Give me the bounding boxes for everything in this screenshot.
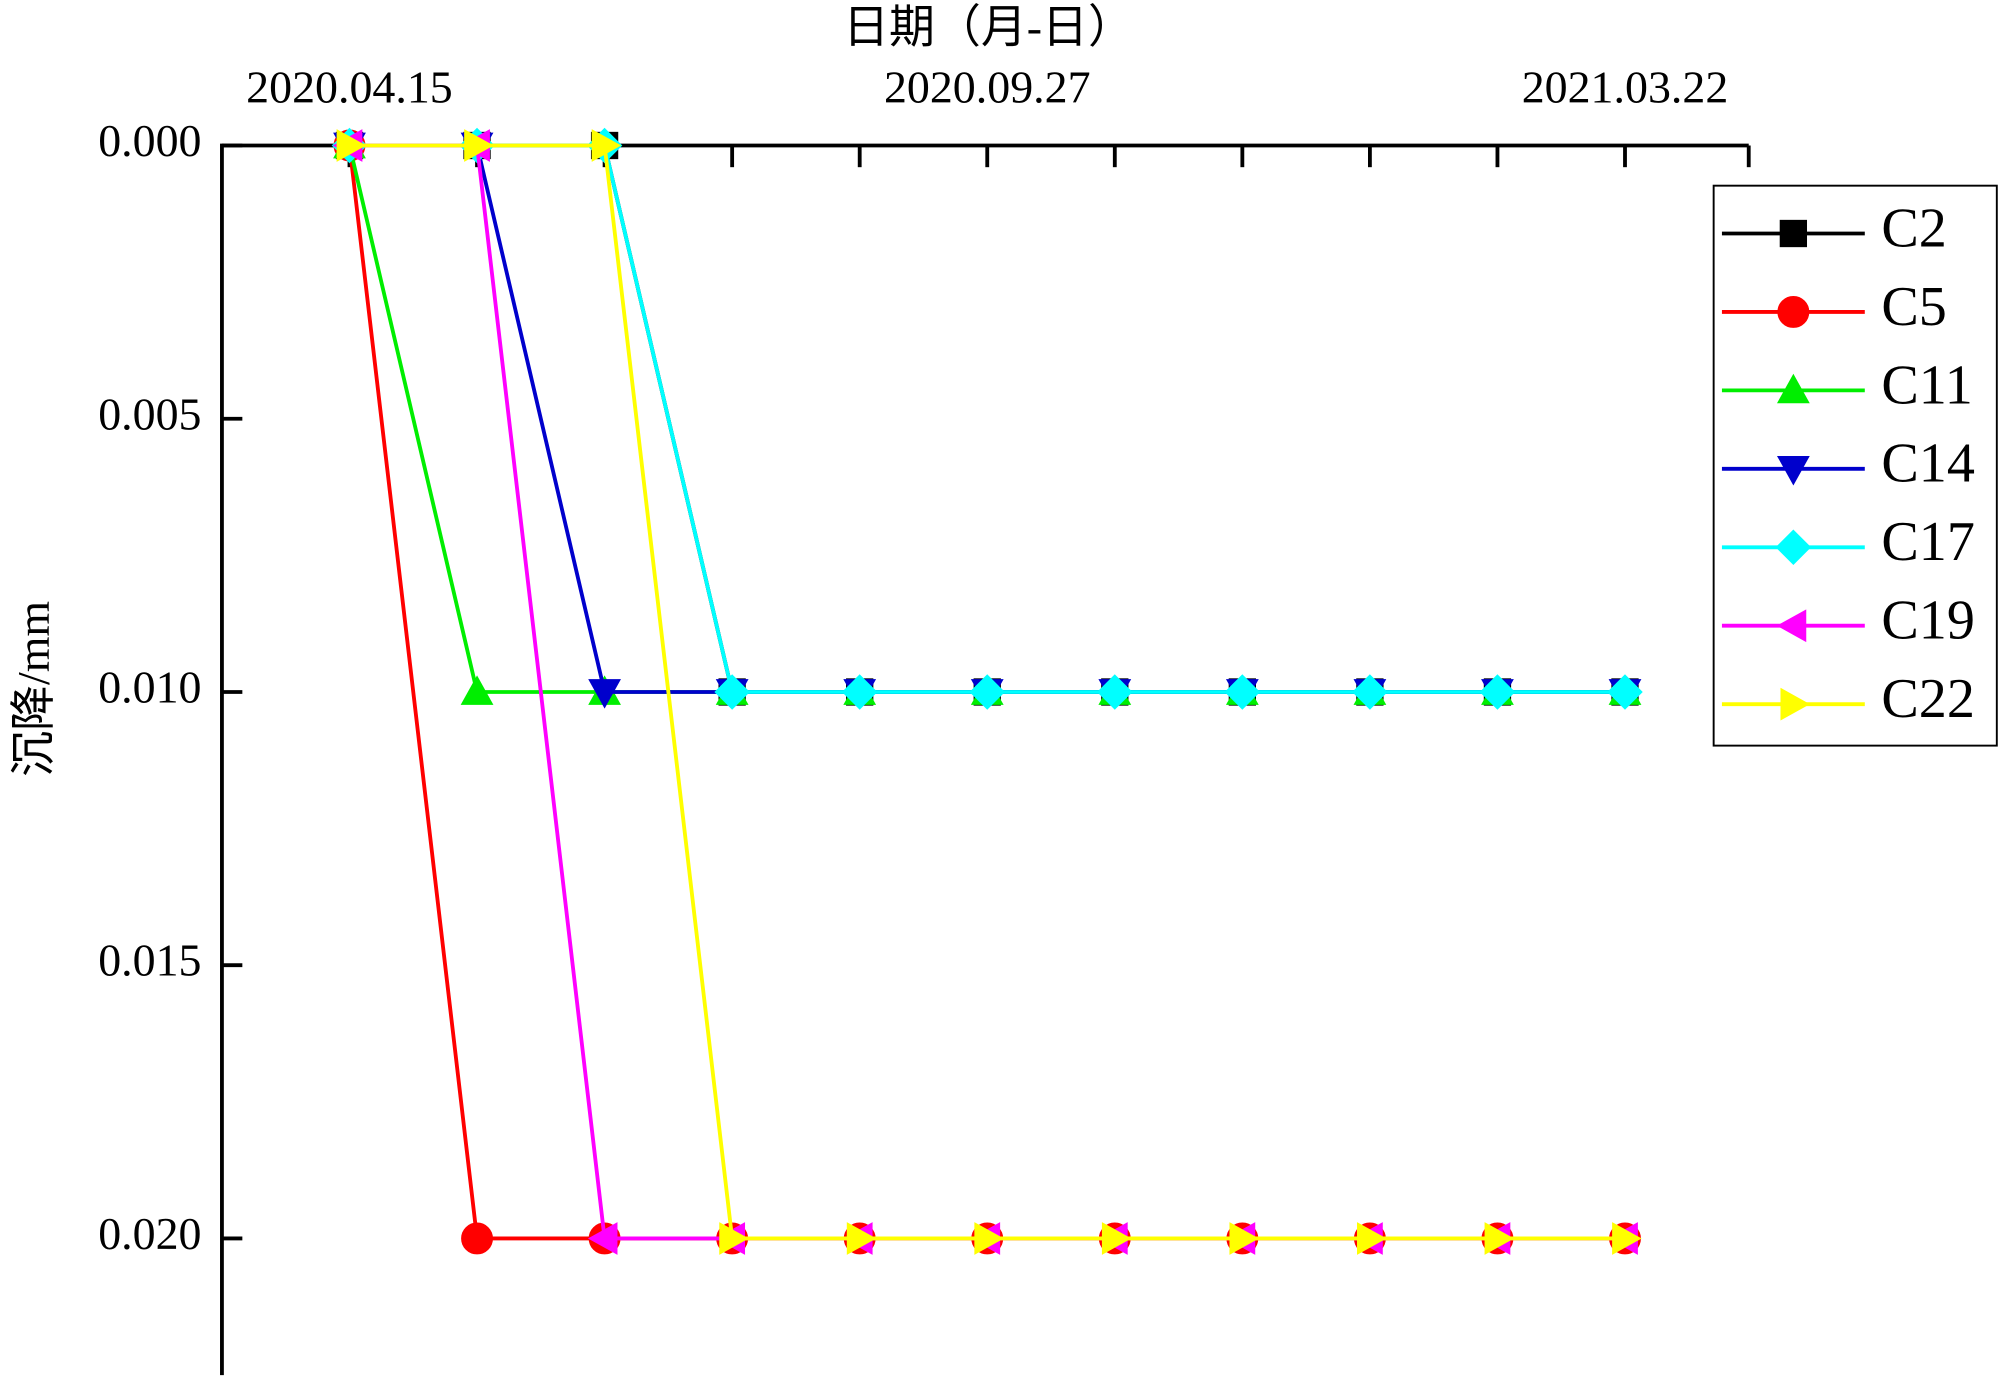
legend-label: C5 (1881, 276, 1946, 338)
legend-label: C19 (1881, 590, 1975, 652)
legend-label: C17 (1881, 511, 1975, 573)
data-point (1607, 674, 1643, 710)
y-tick-label: 0.020 (98, 1208, 201, 1259)
legend-marker (1776, 455, 1810, 486)
legend-box (1712, 184, 1998, 747)
data-point (464, 129, 494, 162)
x-tick-label: 2020.04.15 (246, 61, 453, 112)
legend-marker (1779, 219, 1808, 248)
data-point (1357, 1222, 1387, 1255)
data-point (461, 1222, 493, 1255)
legend-marker (1776, 609, 1807, 643)
data-point (1097, 674, 1133, 710)
data-point (714, 674, 750, 710)
legend-label: C14 (1881, 433, 1975, 495)
data-point (1484, 1222, 1515, 1255)
data-point (841, 674, 878, 710)
data-point (460, 675, 494, 705)
data-point (1229, 1222, 1259, 1255)
data-point (846, 1222, 877, 1255)
legend-label: C2 (1881, 197, 1946, 259)
legend-label: C22 (1881, 668, 1975, 730)
data-point (1479, 674, 1516, 710)
legend-label: C11 (1881, 354, 1972, 416)
data-point (719, 1222, 749, 1255)
legend-marker (1777, 296, 1810, 328)
data-point (1352, 674, 1388, 710)
data-point (969, 674, 1005, 710)
y-tick-label: 0.010 (98, 662, 201, 713)
legend-marker (1780, 687, 1810, 721)
data-point (974, 1222, 1004, 1255)
data-point (587, 1222, 618, 1255)
data-point (1612, 1222, 1642, 1255)
x-tick-label: 2021.03.22 (1522, 61, 1729, 112)
data-point (1101, 1222, 1132, 1255)
y-axis-title: 沉降/mm (8, 601, 59, 777)
x-tick-label: 2020.09.27 (884, 61, 1091, 112)
data-point (591, 129, 622, 162)
series-line (349, 143, 1625, 694)
data-point (588, 679, 621, 709)
legend-marker (1775, 529, 1812, 566)
data-point (1224, 674, 1261, 710)
y-tick-label: 0.005 (98, 388, 201, 439)
legend-marker (1776, 373, 1810, 404)
data-point (336, 129, 367, 162)
y-tick-label: 0.000 (98, 115, 201, 166)
x-axis-title: 日期（月-日） (843, 2, 1134, 53)
y-tick-label: 0.015 (98, 935, 201, 986)
